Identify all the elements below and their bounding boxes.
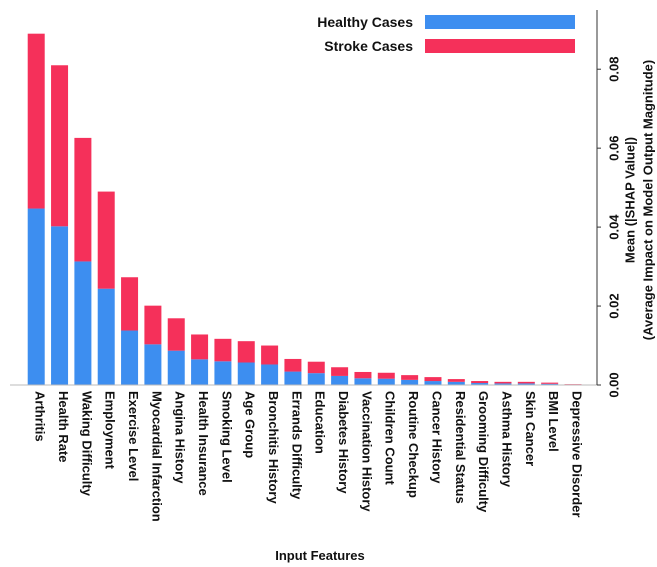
bar-stroke-bmi-level: [541, 382, 559, 384]
bar-stroke-employment: [97, 191, 115, 289]
x-axis-title: Input Features: [275, 548, 365, 563]
bar-healthy-asthma-history: [494, 383, 512, 385]
category-label: Arthritis: [33, 391, 48, 442]
category-label: Skin Cancer: [523, 391, 538, 466]
y-axis-title-line: Mean (|SHAP Value|): [623, 137, 638, 263]
bar-healthy-angina-history: [167, 350, 185, 385]
y-axis: 0.00 0.02 0.04 0.06 0.08: [596, 10, 622, 398]
bar-stroke-myocardial-infarction: [144, 305, 162, 345]
category-label: Errands Difficulty: [289, 391, 304, 500]
category-label: Education: [313, 391, 328, 454]
category-label: Waking Difficulty: [79, 391, 94, 497]
y-tick-label: 0.02: [607, 293, 622, 318]
legend-label-healthy: Healthy Cases: [317, 14, 413, 30]
bar-stroke-arthritis: [27, 33, 45, 209]
bar-stroke-grooming-difficulty: [471, 381, 489, 384]
legend: Healthy Cases Stroke Cases: [317, 14, 575, 54]
bar-stroke-skin-cancer: [517, 381, 535, 384]
category-label: Diabetes History: [336, 391, 351, 494]
bar-healthy-smoking-level: [214, 361, 232, 385]
bar-stroke-smoking-level: [214, 338, 232, 362]
y-tick-label: 0.00: [607, 372, 622, 397]
bar-stroke-errands-difficulty: [284, 358, 302, 372]
bar-healthy-health-insurance: [191, 359, 209, 385]
bar-stroke-asthma-history: [494, 381, 512, 384]
bar-healthy-bmi-level: [541, 383, 559, 385]
bar-stroke-vaccination-history: [354, 371, 372, 379]
bar-healthy-exercise-level: [121, 330, 139, 385]
bar-stroke-children-count: [377, 372, 395, 379]
bar-healthy-age-group: [237, 362, 255, 385]
bar-healthy-waking-difficulty: [74, 261, 92, 385]
y-axis-title-line: (Average Impact on Model Output Magnitud…: [641, 60, 656, 340]
bar-healthy-education: [307, 373, 325, 385]
category-label: Employment: [103, 391, 118, 470]
bar-healthy-cancer-history: [424, 381, 442, 385]
category-label: Children Count: [383, 391, 398, 486]
category-label: Vaccination History: [359, 391, 374, 512]
bar-stroke-residential-status: [447, 379, 465, 382]
bar-stroke-routine-checkup: [401, 375, 419, 380]
legend-swatch-healthy: [425, 15, 575, 29]
category-labels: Arthritis Health Rate Waking Difficulty Emp…: [33, 391, 585, 522]
y-tick-label: 0.08: [607, 57, 622, 82]
bar-healthy-arthritis: [27, 208, 45, 385]
bar-healthy-employment: [97, 288, 115, 385]
category-label: Cancer History: [429, 391, 444, 484]
category-label: Age Group: [243, 391, 258, 458]
bar-healthy-children-count: [377, 378, 395, 385]
category-label: Health Rate: [56, 391, 71, 463]
category-label: Routine Checkup: [406, 391, 421, 498]
bar-stroke-exercise-level: [121, 277, 139, 331]
category-label: Grooming Difficulty: [476, 391, 491, 513]
bar-healthy-grooming-difficulty: [471, 383, 489, 385]
bar-stroke-age-group: [237, 341, 255, 363]
bar-stroke-diabetes-history: [331, 367, 349, 376]
bar-healthy-residential-status: [447, 381, 465, 385]
legend-label-stroke: Stroke Cases: [324, 38, 413, 54]
bar-stroke-angina-history: [167, 318, 185, 351]
category-label: Smoking Level: [219, 391, 234, 483]
bar-healthy-myocardial-infarction: [144, 344, 162, 385]
category-label: BMI Level: [546, 391, 561, 452]
category-label: Depressive Disorder: [569, 391, 584, 517]
bar-healthy-diabetes-history: [331, 375, 349, 385]
category-label: Asthma History: [499, 391, 514, 488]
category-label: Exercise Level: [126, 391, 141, 481]
bar-stroke-health-rate: [51, 65, 69, 227]
bar-healthy-skin-cancer: [517, 383, 535, 385]
bar-healthy-errands-difficulty: [284, 371, 302, 385]
bar-stroke-waking-difficulty: [74, 137, 92, 262]
bar-stroke-bronchitis-history: [261, 345, 279, 365]
y-tick-label: 0.06: [607, 136, 622, 161]
bar-healthy-vaccination-history: [354, 378, 372, 385]
category-label: Angina History: [173, 391, 188, 484]
bar-healthy-routine-checkup: [401, 379, 419, 385]
bar-stroke-health-insurance: [191, 334, 209, 360]
bar-stroke-cancer-history: [424, 377, 442, 382]
category-label: Bronchitis History: [266, 391, 281, 504]
bar-healthy-health-rate: [51, 226, 69, 385]
category-label: Myocardial Infarction: [149, 391, 164, 522]
y-tick-label: 0.04: [607, 214, 622, 240]
bar-healthy-bronchitis-history: [261, 364, 279, 385]
bars-group: [27, 33, 582, 385]
y-axis-title: Mean (|SHAP Value|) (Average Impact on Mo…: [623, 60, 656, 340]
category-label: Residential Status: [453, 391, 468, 504]
category-label: Health Insurance: [196, 391, 211, 496]
bar-stroke-education: [307, 361, 325, 374]
legend-swatch-stroke: [425, 39, 575, 53]
